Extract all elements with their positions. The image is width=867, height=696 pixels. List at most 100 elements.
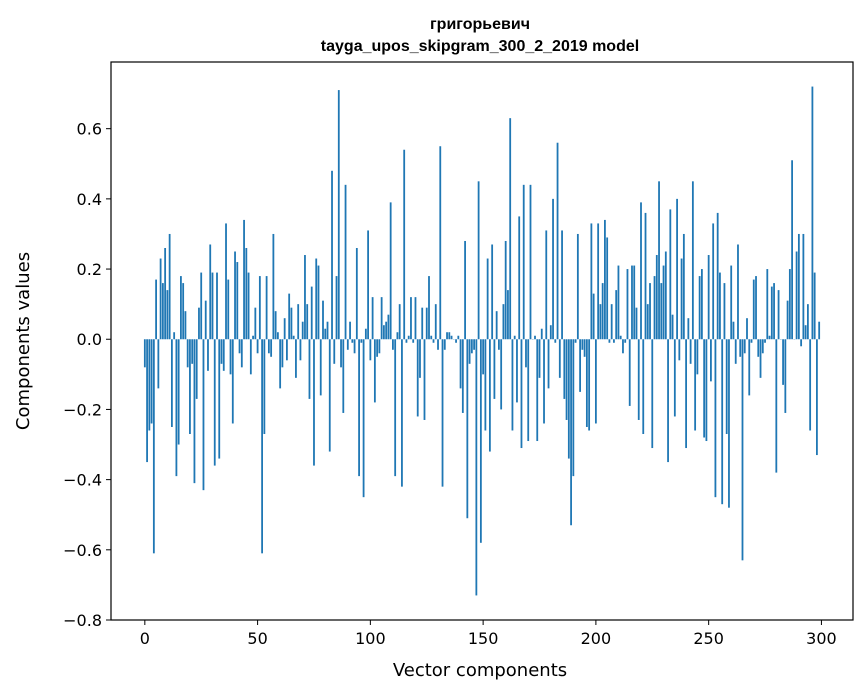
bar [588,339,591,431]
bar [337,90,340,340]
bar [448,332,451,340]
bar [622,339,624,354]
bar [507,290,509,340]
plot-frame [110,61,854,621]
bar [583,339,586,357]
bar [800,339,803,347]
bar [750,339,753,343]
bar [218,339,221,459]
bar [655,255,658,340]
bar [777,290,780,340]
bar [286,339,288,361]
bar [574,339,577,343]
bar [628,339,631,406]
bar [412,339,415,343]
bar [389,202,392,340]
bar [673,339,676,417]
bar [392,339,394,350]
bar [667,339,669,463]
bar [696,339,699,375]
bar [340,339,342,368]
bar [570,339,572,526]
bar [482,339,485,375]
bar [658,181,660,340]
bar [788,269,791,340]
bar [737,244,739,340]
bar [669,209,672,340]
bar [152,339,155,554]
bar [594,339,597,424]
bar [759,339,762,378]
bar [344,184,347,340]
bar [518,216,521,340]
bar [220,339,223,364]
bar [193,339,196,484]
bar [295,339,297,378]
bar [682,233,685,340]
bar [358,339,360,477]
bar [276,332,279,340]
bar [635,307,638,340]
bar [346,339,349,350]
bar [651,339,654,449]
bar [610,304,613,340]
bar [459,339,462,389]
bar [254,307,257,340]
bar [398,304,401,340]
bar [619,335,622,340]
bar [200,272,203,340]
bar [380,297,383,340]
bar [806,304,809,340]
bar [349,321,351,340]
bar [500,339,503,410]
bar [804,325,807,340]
bar [207,339,209,371]
y-tick-label: −0.8 [63,611,102,630]
bar [676,198,678,340]
bar [502,304,505,340]
y-tick-label: 0.0 [77,330,102,349]
bar [175,339,178,477]
bar [401,339,403,487]
bar [561,230,563,340]
bar [766,269,769,340]
bar [146,339,148,463]
bar [362,339,365,498]
bar [513,335,516,340]
bar [752,279,755,340]
bar [549,325,552,340]
x-tick-label: 150 [468,629,499,648]
bar [748,339,751,396]
bar [274,311,277,340]
chart-title: григорьевич [430,16,530,33]
bar [283,318,286,340]
bar [567,339,570,459]
bar [177,339,180,445]
bar [425,307,428,340]
bar [493,339,496,399]
bar [360,339,363,343]
bar [615,290,618,340]
bar [373,339,376,403]
bar [288,293,291,340]
bar [511,339,514,431]
bar [479,339,482,543]
y-tick-label: −0.6 [63,541,102,560]
bar [710,339,712,382]
bar [143,339,146,368]
bar [538,339,541,378]
bar [818,321,821,340]
bar [691,181,694,340]
bar [660,283,663,340]
bar [161,283,164,340]
bar [249,339,252,375]
bar [617,265,620,340]
bar [450,335,453,340]
bar [770,286,773,340]
bar [565,339,568,420]
bar [705,339,708,442]
bar [732,321,735,340]
bar [180,276,182,340]
bar [509,118,512,340]
y-tick-label: −0.4 [63,471,102,490]
